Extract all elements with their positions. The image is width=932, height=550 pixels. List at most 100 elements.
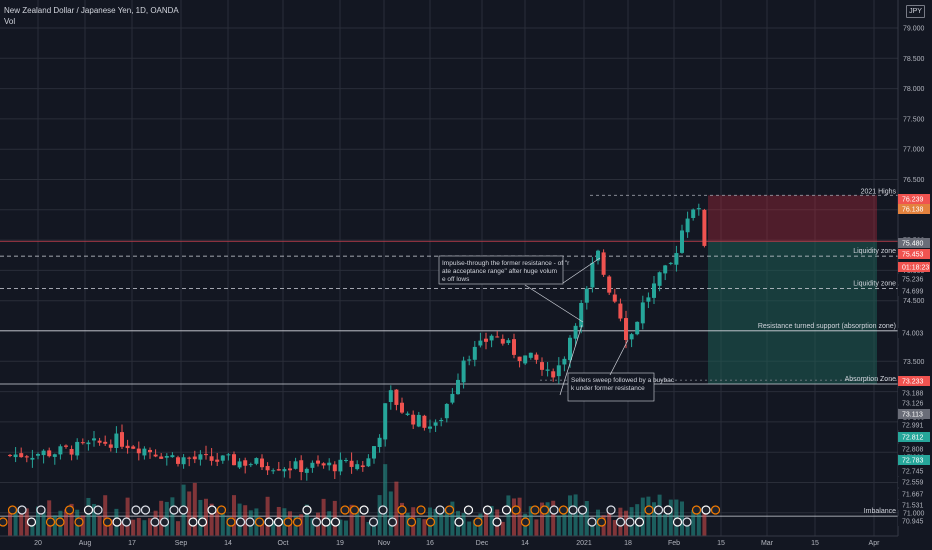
candle-body <box>646 297 651 302</box>
candle-body <box>299 460 304 473</box>
candle-body <box>344 460 348 462</box>
event-marker <box>568 505 578 515</box>
price-axis: 79.00078.50078.00077.50077.00076.50076.0… <box>897 0 932 550</box>
time-tick: 14 <box>521 540 529 547</box>
volume-bar <box>120 521 124 536</box>
volume-bar <box>663 514 668 536</box>
time-tick: 18 <box>624 540 632 547</box>
candle-body <box>372 446 376 459</box>
time-tick: Feb <box>668 540 680 547</box>
currency-badge[interactable]: JPY <box>906 5 925 18</box>
time-tick: 15 <box>811 540 819 547</box>
candle-body <box>19 453 24 458</box>
candle-body <box>304 468 309 473</box>
candle-body <box>204 454 208 456</box>
volume-bar <box>377 495 382 536</box>
candle-body <box>80 442 85 444</box>
candle-body <box>327 462 332 466</box>
event-marker <box>169 505 179 515</box>
candle-body <box>209 456 214 461</box>
label-resistance-support: Resistance turned support (absorption zo… <box>758 323 896 330</box>
volume-bar <box>349 504 354 536</box>
candlesticks <box>8 203 707 481</box>
event-marker <box>131 505 141 515</box>
candle-body <box>685 218 690 233</box>
candle-body <box>612 294 617 302</box>
candle-body <box>579 302 584 328</box>
event-marker <box>387 517 398 527</box>
symbol-title[interactable]: New Zealand Dollar / Japanese Yen, 1D, O… <box>4 6 179 15</box>
event-marker <box>625 517 635 527</box>
event-marker <box>691 505 702 515</box>
candle-body <box>674 253 679 265</box>
candle-body <box>411 414 416 425</box>
event-marker <box>359 505 369 515</box>
price-tag <box>898 388 930 398</box>
volume-bar <box>652 502 656 536</box>
candle-body <box>75 441 80 456</box>
event-marker <box>273 517 284 527</box>
event-marker <box>454 517 464 527</box>
volume-bar <box>108 519 113 536</box>
event-marker <box>178 505 189 515</box>
volume-bar <box>400 502 404 536</box>
volume-bar <box>528 506 533 536</box>
candle-body <box>260 458 264 468</box>
event-marker <box>55 517 65 527</box>
price-tag-label: 76.239 <box>902 197 924 204</box>
impulse-arrow-2 <box>562 257 601 284</box>
candle-body <box>170 455 175 458</box>
impulse-arrow <box>524 284 584 323</box>
candle-body <box>86 442 91 445</box>
volume-bar <box>500 521 505 536</box>
candle-body <box>428 426 432 429</box>
volume-bar <box>142 520 147 536</box>
price-tag <box>898 328 930 338</box>
sweep-callout-box <box>567 372 655 402</box>
event-marker <box>311 517 322 527</box>
event-marker <box>64 505 75 515</box>
event-marker <box>539 505 550 515</box>
event-marker <box>463 505 474 515</box>
volume-bar <box>405 512 410 536</box>
volume-bar <box>489 505 494 536</box>
candle-body <box>159 456 164 459</box>
event-marker <box>45 517 56 527</box>
price-tag-label: 71.531 <box>902 503 924 510</box>
time-tick: 16 <box>426 540 434 547</box>
time-tick: Nov <box>378 540 391 547</box>
volume-bar <box>461 513 466 536</box>
candle-body <box>680 230 684 253</box>
price-tag-label: 74.699 <box>902 289 924 296</box>
volume-bar <box>344 520 348 536</box>
volume-indicator-label[interactable]: Vol <box>4 17 16 26</box>
candle-body <box>416 414 421 427</box>
volume-bar <box>136 517 141 536</box>
label-2021-highs: 2021 Highs <box>861 188 897 195</box>
price-tag-label: 73.126 <box>902 401 924 408</box>
candle-body <box>69 449 74 455</box>
candle-body <box>663 265 668 274</box>
event-marker <box>682 517 692 527</box>
event-marker <box>226 517 236 527</box>
event-marker <box>283 517 293 527</box>
sweep-callout-text: Sellers sweep followed by a buybac <box>571 377 675 384</box>
candle-body <box>271 470 276 472</box>
volume-bar <box>556 515 561 536</box>
event-marker <box>473 517 483 527</box>
event-marker <box>444 505 455 515</box>
price-tag <box>898 398 930 408</box>
volume-bar <box>545 502 550 536</box>
candle-body <box>534 354 539 360</box>
event-marker <box>121 517 132 527</box>
price-tag <box>898 477 930 487</box>
time-tick: Mar <box>761 540 774 547</box>
candle-body <box>478 340 483 346</box>
volume-bar <box>696 512 701 536</box>
price-tag-label: 72.812 <box>902 435 924 442</box>
event-marker <box>634 517 645 527</box>
candle-body <box>316 460 320 464</box>
candle-body <box>422 415 427 428</box>
price-tag-label: 73.188 <box>902 391 924 398</box>
